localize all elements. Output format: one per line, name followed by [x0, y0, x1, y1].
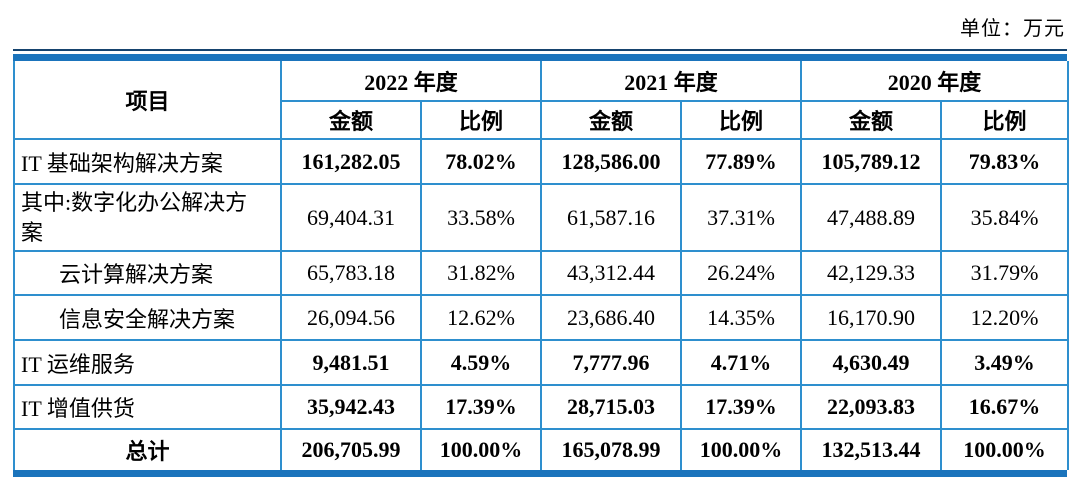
table-row: 信息安全解决方案 26,094.56 12.62% 23,686.40 14.3…	[13, 294, 1070, 341]
row-label: 总计	[13, 428, 282, 470]
table-cell: 100.00%	[940, 428, 1070, 470]
table-cell: 161,282.05	[280, 138, 422, 185]
row-label: 信息安全解决方案	[13, 294, 282, 341]
table-cell: 35,942.43	[280, 384, 422, 430]
header-year-2021: 2021 年度	[540, 61, 803, 102]
table-cell: 42,129.33	[800, 250, 943, 296]
table-cell: 100.00%	[680, 428, 803, 470]
table-cell: 9,481.51	[280, 339, 422, 386]
table-row: 其中:数字化办公解决方案 69,404.31 33.58% 61,587.16 …	[13, 183, 1070, 252]
table-cell: 77.89%	[680, 138, 803, 185]
header-ratio-2022: 比例	[419, 100, 543, 140]
top-blue-bar	[13, 54, 1067, 61]
header-amount-2022: 金额	[280, 100, 422, 140]
table-cell: 3.49%	[940, 339, 1070, 386]
table-cell: 78.02%	[419, 138, 543, 185]
header-item: 项目	[13, 61, 282, 140]
table-cell: 31.82%	[419, 250, 543, 296]
header-amount-2020: 金额	[800, 100, 943, 140]
table-cell: 26,094.56	[280, 294, 422, 341]
table-cell: 22,093.83	[800, 384, 943, 430]
table-cell: 43,312.44	[540, 250, 683, 296]
table-cell: 12.62%	[419, 294, 543, 341]
table-row: 云计算解决方案 65,783.18 31.82% 43,312.44 26.24…	[13, 250, 1070, 296]
table-cell: 14.35%	[680, 294, 803, 341]
table-cell: 4.59%	[419, 339, 543, 386]
table-row: IT 运维服务 9,481.51 4.59% 7,777.96 4.71% 4,…	[13, 339, 1070, 386]
unit-label: 单位：万元	[960, 18, 1065, 40]
table-cell: 31.79%	[940, 250, 1070, 296]
header-ratio-2020: 比例	[940, 100, 1070, 140]
table-cell: 7,777.96	[540, 339, 683, 386]
table-cell: 69,404.31	[280, 183, 422, 252]
header-year-2022: 2022 年度	[279, 61, 543, 102]
table-cell: 23,686.40	[540, 294, 683, 341]
table-cell: 65,783.18	[280, 250, 422, 296]
table-cell: 16,170.90	[800, 294, 943, 341]
table-row: IT 增值供货 35,942.43 17.39% 28,715.03 17.39…	[13, 384, 1070, 430]
table-cell: 17.39%	[680, 384, 803, 430]
header-ratio-2021: 比例	[680, 100, 803, 140]
table-header-years: 项目 2022 年度 2021 年度 2020 年度	[13, 61, 1070, 140]
table-cell: 79.83%	[940, 138, 1070, 185]
top-thin-rule	[13, 49, 1067, 51]
table-cell: 35.84%	[940, 183, 1070, 252]
row-label: IT 增值供货	[13, 384, 282, 430]
header-amount-2021: 金额	[540, 100, 683, 140]
table-cell: 132,513.44	[800, 428, 943, 470]
table-cell: 17.39%	[419, 384, 543, 430]
table-cell: 16.67%	[940, 384, 1070, 430]
table-cell: 4,630.49	[800, 339, 943, 386]
bottom-blue-bar	[13, 470, 1067, 477]
table-header-sub: 金额 比例 金额 比例 金额 比例	[14, 100, 1070, 140]
table-cell: 165,078.99	[540, 428, 683, 470]
table-row-total: 总计 206,705.99 100.00% 165,078.99 100.00%…	[13, 428, 1070, 470]
table-cell: 12.20%	[940, 294, 1070, 341]
table-cell: 128,586.00	[540, 138, 683, 185]
table-cell: 206,705.99	[280, 428, 422, 470]
header-year-2020: 2020 年度	[800, 61, 1070, 102]
table-cell: 37.31%	[680, 183, 803, 252]
table-cell: 28,715.03	[540, 384, 683, 430]
table-cell: 100.00%	[419, 428, 543, 470]
table-cell: 105,789.12	[800, 138, 943, 185]
table-cell: 4.71%	[680, 339, 803, 386]
table-row: IT 基础架构解决方案 161,282.05 78.02% 128,586.00…	[13, 138, 1070, 185]
row-label: 其中:数字化办公解决方案	[13, 183, 282, 252]
revenue-breakdown-table: 项目 2022 年度 2021 年度 2020 年度 金额 比例 金额 比例 金…	[13, 61, 1070, 470]
row-label: IT 基础架构解决方案	[13, 138, 282, 185]
table-cell: 47,488.89	[800, 183, 943, 252]
table-cell: 33.58%	[419, 183, 543, 252]
row-label: IT 运维服务	[13, 339, 282, 386]
table-cell: 61,587.16	[540, 183, 683, 252]
row-label: 云计算解决方案	[13, 250, 282, 296]
table-cell: 26.24%	[680, 250, 803, 296]
